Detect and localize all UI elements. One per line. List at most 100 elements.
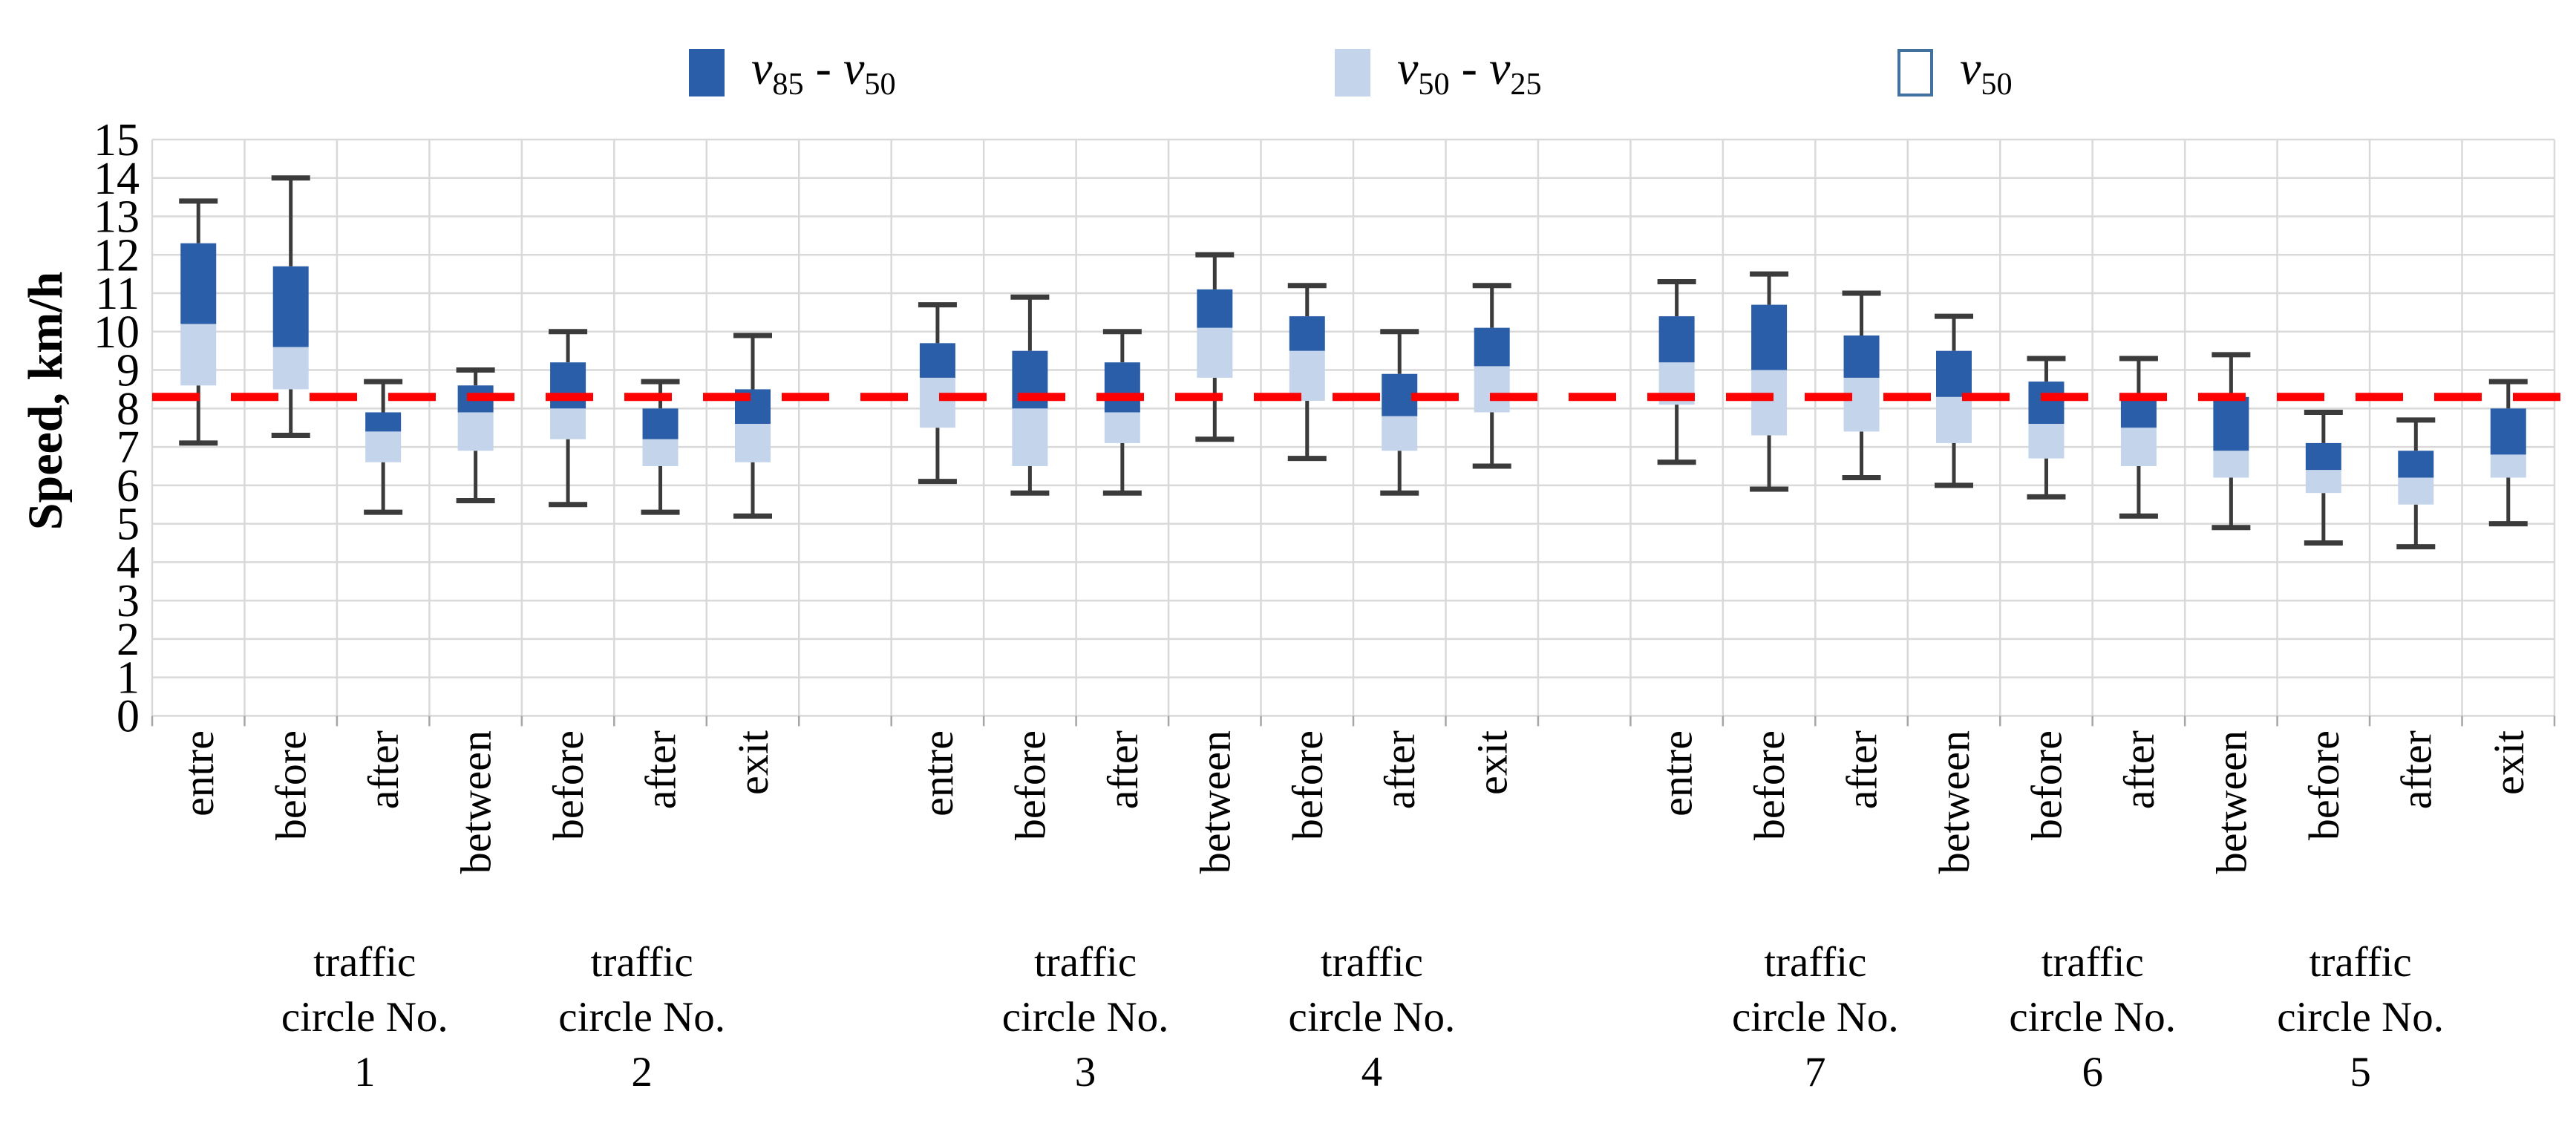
box-v85-v50 (550, 362, 586, 409)
group-label-line: circle No. (2009, 994, 2176, 1041)
group-label-line: circle No. (1732, 994, 1899, 1041)
box-v50-v25 (272, 347, 309, 390)
box-v85-v50 (1843, 335, 1880, 378)
group-label-line: traffic (1321, 939, 1423, 986)
box-v50-v25 (550, 408, 586, 439)
y-tick-label: 8 (117, 384, 140, 434)
box-v50-v25 (735, 424, 771, 462)
group-label-line: 2 (631, 1049, 653, 1096)
group-label-line: circle No. (558, 994, 725, 1041)
box-v50-v25 (457, 412, 494, 451)
x-category-label: before (2300, 730, 2348, 840)
legend-item-v50-v25: v50 - v25 (1335, 42, 1542, 102)
group-label-line: 4 (1361, 1049, 1383, 1096)
y-tick-label: 9 (117, 346, 140, 396)
group-label-line: traffic (313, 939, 416, 986)
y-tick-label: 2 (117, 615, 140, 665)
group-label-line: 6 (2082, 1049, 2103, 1096)
box-v50-v25 (2305, 470, 2341, 494)
group-label-line: traffic (1764, 939, 1866, 986)
box-v85-v50 (1474, 327, 1510, 367)
x-category-label: entre (174, 730, 223, 816)
box-v85-v50 (919, 343, 955, 378)
box-v85-v50 (180, 243, 217, 324)
x-category-label: between (1930, 730, 1978, 874)
x-category-label: exit (1468, 730, 1517, 795)
box-v85-v50 (642, 408, 679, 439)
x-category-label: after (1838, 730, 1886, 809)
x-category-label: between (1191, 730, 1239, 874)
group-label-line: circle No. (1002, 994, 1169, 1041)
box-v50-v25 (1936, 396, 1972, 443)
box-v50-v25 (1104, 412, 1140, 443)
group-label-line: traffic (1034, 939, 1137, 986)
x-category-label: before (1745, 730, 1794, 840)
box-v50-v25 (1289, 350, 1325, 401)
x-category-label: after (1099, 730, 1147, 809)
legend: v85 - v50 v50 - v25 v50 (0, 0, 2576, 111)
y-tick-label: 13 (94, 192, 140, 243)
box-v85-v50 (1289, 316, 1325, 351)
y-tick-label: 14 (94, 154, 140, 204)
box-v50-v25 (1382, 416, 1418, 451)
x-category-label: exit (2485, 730, 2533, 795)
box-v50-v25 (1474, 366, 1510, 413)
box-v50-v25 (2398, 477, 2434, 505)
x-category-label: between (2207, 730, 2255, 874)
legend-swatch-white-icon (1897, 48, 1933, 96)
box-v50-v25 (1843, 377, 1880, 432)
box-v85-v50 (1104, 362, 1140, 413)
group-label-line: 1 (354, 1049, 376, 1096)
x-category-label: exit (729, 730, 777, 795)
box-v85-v50 (2398, 451, 2434, 478)
x-category-label: before (2022, 730, 2070, 840)
x-category-label: after (2115, 730, 2163, 809)
legend-label: v50 - v25 (1397, 42, 1542, 102)
y-tick-label: 5 (117, 500, 140, 550)
y-tick-label: 4 (117, 537, 140, 588)
group-label-line: circle No. (281, 994, 448, 1041)
y-tick-label: 7 (117, 422, 140, 473)
box-v85-v50 (2213, 396, 2249, 451)
box-v50-v25 (1751, 370, 1788, 436)
y-tick-label: 15 (94, 115, 140, 166)
y-tick-label: 1 (117, 653, 140, 704)
group-label-line: traffic (591, 939, 693, 986)
x-category-label: entre (914, 730, 962, 816)
y-tick-label: 0 (117, 691, 140, 742)
y-axis-title: Speed, km/h (19, 271, 73, 531)
box-v85-v50 (2305, 442, 2341, 471)
group-label-line: circle No. (2277, 994, 2444, 1041)
group-label-line: traffic (2309, 939, 2412, 986)
box-v50-v25 (365, 431, 402, 462)
x-category-label: after (1376, 730, 1424, 809)
box-v50-v25 (2213, 451, 2249, 478)
x-category-label: before (544, 730, 592, 840)
group-label-line: traffic (2041, 939, 2144, 986)
box-v85-v50 (1197, 289, 1233, 328)
y-tick-label: 6 (117, 461, 140, 511)
legend-item-v85-v50: v85 - v50 (689, 42, 896, 102)
y-tick-label: 10 (94, 307, 140, 358)
x-category-label: between (452, 730, 500, 874)
legend-label: v50 (1960, 42, 2013, 102)
legend-swatch-dark-icon (689, 48, 725, 96)
y-tick-label: 3 (117, 576, 140, 626)
box-v85-v50 (2028, 382, 2065, 425)
box-v50-v25 (1197, 327, 1233, 378)
box-v85-v50 (1751, 304, 1788, 370)
x-category-label: before (1006, 730, 1054, 840)
x-category-label: before (1284, 730, 1332, 840)
legend-label: v85 - v50 (751, 42, 896, 102)
x-category-label: after (2392, 730, 2440, 809)
y-tick-label: 12 (94, 230, 140, 281)
x-category-label: after (637, 730, 685, 809)
box-v85-v50 (1658, 316, 1695, 363)
legend-item-v50: v50 (1897, 42, 2013, 102)
box-v85-v50 (2490, 408, 2526, 455)
box-v85-v50 (1936, 350, 1972, 397)
box-v50-v25 (642, 439, 679, 466)
x-category-label: before (267, 730, 316, 840)
